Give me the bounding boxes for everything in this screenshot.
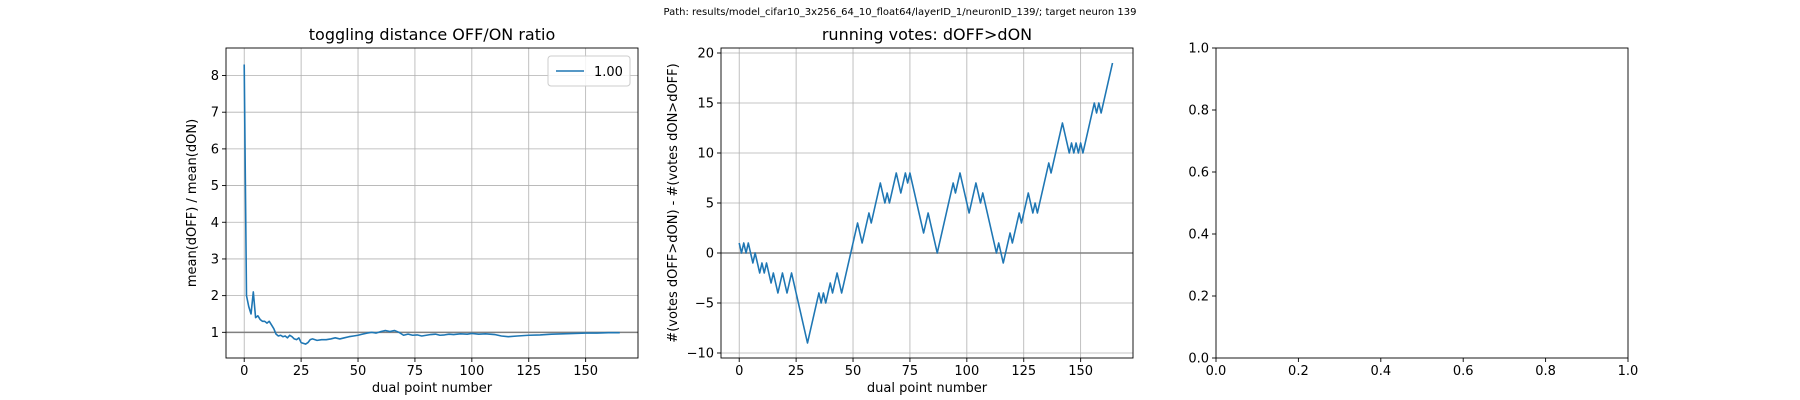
x-tick-label: 125 (1011, 364, 1036, 379)
x-tick-label: 0.0 (1206, 364, 1227, 379)
chart-panel-1: 0 25 50 75 100 125 150 1 2 3 4 5 6 7 8 toggling distanc… (185, 25, 639, 396)
y-tick-label: −10 (687, 347, 714, 362)
y-tick-label: 1.0 (1188, 42, 1209, 57)
y-axis-label: #(votes dOFF>dON) - #(votes dON>dOFF) (666, 63, 681, 342)
chart-panel-3: 0.0 0.2 0.4 0.6 0.8 1.0 0.0 0.2 0.4 0.6 0.8 1.0 (1188, 42, 1638, 380)
y-tick-label: 7 (211, 106, 219, 121)
chart-title: running votes: dOFF>dON (822, 25, 1032, 44)
y-tick-label: 0.4 (1188, 228, 1209, 243)
y-tick-label: 0.0 (1188, 352, 1209, 367)
y-tick-label: 5 (211, 179, 219, 194)
x-tick-label: 75 (407, 364, 424, 379)
x-axis-label: dual point number (867, 381, 988, 396)
y-tick-label: 0.2 (1188, 290, 1209, 305)
chart-title: toggling distance OFF/ON ratio (309, 25, 555, 44)
y-tick-label: −5 (695, 297, 714, 312)
axes-frame (225, 47, 639, 359)
x-tick-label: 0 (735, 364, 743, 379)
y-tick-label: 4 (211, 216, 219, 231)
figure-suptitle: Path: results/model_cifar10_3x256_64_10_… (663, 7, 1137, 18)
legend: 1.00 (547, 55, 631, 87)
x-tick-label: 150 (1068, 364, 1093, 379)
x-tick-label: 0.6 (1453, 364, 1474, 379)
x-tick-label: 150 (573, 364, 598, 379)
y-tick-label: 10 (697, 147, 714, 162)
y-tick-label: 15 (697, 97, 714, 112)
legend-label: 1.00 (594, 65, 623, 80)
x-tick-label: 50 (845, 364, 862, 379)
x-tick-label: 125 (516, 364, 541, 379)
x-tick-label: 0 (240, 364, 248, 379)
x-tick-label: 0.2 (1288, 364, 1309, 379)
x-tick-label: 100 (954, 364, 979, 379)
x-tick-label: 75 (902, 364, 919, 379)
x-tick-label: 0.8 (1535, 364, 1556, 379)
legend-box (547, 55, 631, 87)
axes-frame (1215, 47, 1629, 359)
y-tick-label: 5 (706, 197, 714, 212)
y-tick-label: 0 (706, 247, 714, 262)
y-tick-label: 8 (211, 69, 219, 84)
x-tick-label: 25 (788, 364, 805, 379)
x-tick-label: 25 (293, 364, 310, 379)
y-tick-label: 3 (211, 252, 219, 267)
y-tick-label: 2 (211, 289, 219, 304)
series-line-1 (243, 64, 620, 345)
y-tick-label: 0.6 (1188, 166, 1209, 181)
chart-panel-2: 0 25 50 75 100 125 150 −10 −5 0 5 10 15 20 running vot… (666, 25, 1134, 396)
x-tick-label: 100 (459, 364, 484, 379)
y-tick-label: 20 (697, 47, 714, 62)
x-axis-label: dual point number (372, 381, 493, 396)
x-tick-label: 50 (350, 364, 367, 379)
y-axis-label: mean(dOFF) / mean(dON) (185, 119, 200, 287)
y-tick-label: 1 (211, 326, 219, 341)
series-line-1 (738, 62, 1114, 344)
y-tick-label: 0.8 (1188, 104, 1209, 119)
y-tick-label: 6 (211, 142, 219, 157)
x-tick-label: 0.4 (1370, 364, 1391, 379)
x-tick-label: 1.0 (1618, 364, 1639, 379)
